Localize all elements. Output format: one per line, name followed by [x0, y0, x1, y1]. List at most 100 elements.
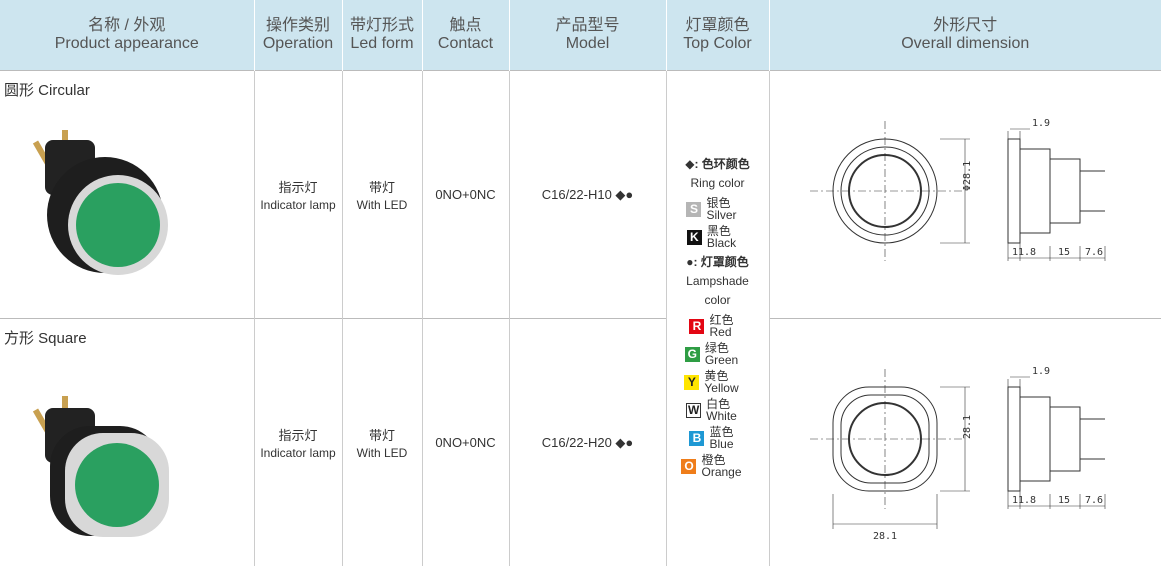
- model: C16/22-H10 ◆●: [542, 187, 634, 202]
- dim-label: 11.8: [1012, 495, 1036, 506]
- product-name: 方形 Square: [0, 319, 254, 348]
- lamp-en: Lampshade color: [683, 272, 753, 310]
- appearance-cell: 方形 Square: [0, 319, 254, 566]
- dimension-drawing: 1.9 Φ28.1 11.8 15 7.6: [770, 71, 1160, 315]
- color-en: Yellow: [704, 382, 738, 394]
- color-en: Black: [707, 237, 736, 249]
- dim-label: 1.9: [1032, 118, 1050, 129]
- product-image: [0, 100, 200, 280]
- dim-label: 7.6: [1085, 495, 1103, 506]
- lamp-title: ●: 灯罩颜色: [667, 253, 769, 272]
- model-cell: C16/22-H10 ◆●: [509, 71, 666, 319]
- header-zh: 产品型号: [555, 17, 619, 34]
- header-en: Led form: [350, 35, 413, 52]
- contact-cell: 0NO+0NC: [422, 71, 509, 319]
- dim-label: Φ28.1: [962, 161, 973, 191]
- led-zh: 带灯: [369, 180, 395, 195]
- led-en: With LED: [343, 198, 422, 212]
- header-en: Operation: [263, 35, 333, 52]
- color-swatch: G: [685, 347, 700, 362]
- dimension-drawing: 1.9 28.1 11.8 15 7.6 28.1: [770, 319, 1160, 563]
- header-zh: 灯罩颜色: [685, 17, 749, 34]
- led-cell: 带灯 With LED: [342, 71, 422, 319]
- dim-label: 7.6: [1085, 247, 1103, 258]
- color-swatch: W: [686, 403, 701, 418]
- dim-label: 28.1: [962, 415, 973, 439]
- ring-title: ◆: 色环颜色: [667, 155, 769, 174]
- header-en: Top Color: [683, 35, 751, 52]
- led-en: With LED: [343, 446, 422, 460]
- led-zh: 带灯: [369, 428, 395, 443]
- dimension-cell: 1.9 Φ28.1 11.8 15 7.6: [769, 71, 1161, 319]
- color-swatch: B: [689, 431, 704, 446]
- dim-label: 28.1: [873, 531, 897, 542]
- operation-zh: 指示灯: [278, 428, 317, 443]
- product-name: 圆形 Circular: [0, 71, 254, 100]
- header-zh: 操作类别: [266, 17, 330, 34]
- header-zh: 外形尺寸: [933, 17, 997, 34]
- color-swatch: R: [689, 319, 704, 334]
- header-en: Model: [566, 35, 610, 52]
- contact: 0NO+0NC: [435, 187, 495, 202]
- contact-cell: 0NO+0NC: [422, 319, 509, 566]
- header-zh: 触点: [449, 17, 481, 34]
- operation-cell: 指示灯 Indicator lamp: [254, 319, 342, 566]
- dim-label: 15: [1058, 247, 1070, 258]
- operation-en: Indicator lamp: [255, 198, 342, 212]
- dim-label: 1.9: [1032, 366, 1050, 377]
- color-swatch: K: [687, 230, 702, 245]
- product-row: 方形 Square 指示灯 Indicator lamp 带灯 With LED 0…: [0, 319, 1161, 566]
- color-swatch: S: [686, 202, 701, 217]
- product-row: 圆形 Circular 指示灯 Indicator lamp 带灯 With LED…: [0, 71, 1161, 319]
- contact: 0NO+0NC: [435, 435, 495, 450]
- color-en: Silver: [706, 209, 736, 221]
- dimension-cell: 1.9 28.1 11.8 15 7.6 28.1: [769, 319, 1161, 566]
- color-en: White: [706, 410, 737, 422]
- dim-label: 11.8: [1012, 247, 1036, 258]
- operation-zh: 指示灯: [278, 180, 317, 195]
- model-cell: C16/22-H20 ◆●: [509, 319, 666, 566]
- color-en: Red: [709, 326, 733, 338]
- appearance-cell: 圆形 Circular: [0, 71, 254, 319]
- color-en: Green: [705, 354, 738, 366]
- ring-en: Ring color: [667, 174, 769, 193]
- header-en: Overall dimension: [901, 35, 1029, 52]
- model: C16/22-H20 ◆●: [542, 435, 634, 450]
- color-en: Blue: [709, 438, 733, 450]
- led-cell: 带灯 With LED: [342, 319, 422, 566]
- color-swatch: Y: [684, 375, 699, 390]
- color-swatch: O: [681, 459, 696, 474]
- header-zh: 带灯形式: [350, 17, 414, 34]
- color-en: Orange: [701, 466, 741, 478]
- operation-en: Indicator lamp: [255, 446, 342, 460]
- header-zh: 名称 / 外观: [88, 17, 165, 34]
- product-image: [0, 348, 200, 548]
